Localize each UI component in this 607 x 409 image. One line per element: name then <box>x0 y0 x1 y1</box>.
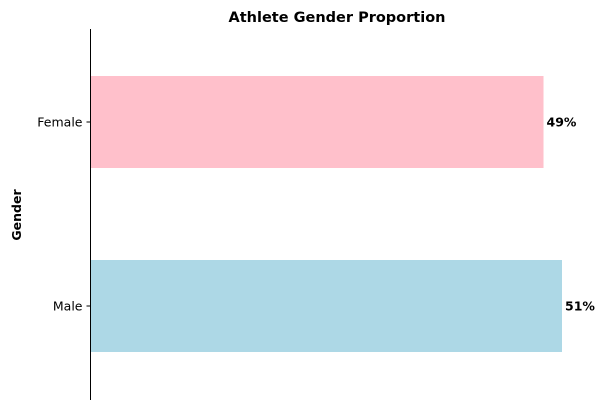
bar-female <box>90 76 544 168</box>
y-ticks: Female Male <box>37 115 91 314</box>
bar-male <box>90 260 562 352</box>
value-label-male: 51% <box>565 299 595 314</box>
value-labels: 49% 51% <box>547 115 596 314</box>
y-tick-label-female: Female <box>37 115 83 130</box>
bars-layer <box>90 76 562 352</box>
chart-title: Athlete Gender Proportion <box>229 10 446 26</box>
y-tick-label-male: Male <box>53 299 83 314</box>
value-label-female: 49% <box>547 115 577 130</box>
y-axis-label: Gender <box>9 189 24 241</box>
